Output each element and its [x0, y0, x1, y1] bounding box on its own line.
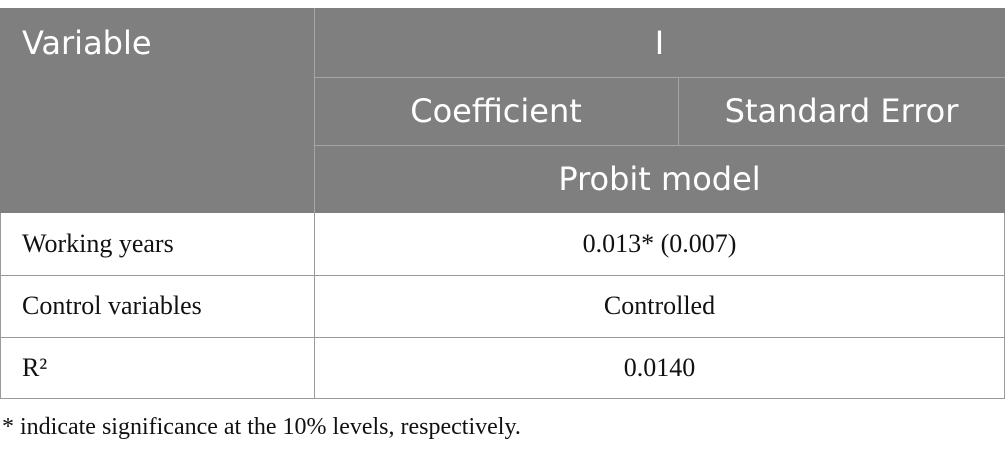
- border: [0, 275, 1005, 276]
- divider: [314, 77, 1005, 78]
- row-label: Working years: [0, 213, 314, 275]
- border: [0, 398, 1005, 399]
- row-value: 0.013* (0.007): [314, 213, 1005, 275]
- row-label: Control variables: [0, 275, 314, 337]
- header-model: Probit model: [314, 145, 1005, 213]
- row-value: 0.0140: [314, 337, 1005, 398]
- border: [0, 337, 1005, 338]
- divider: [314, 145, 1005, 146]
- row-value: Controlled: [314, 275, 1005, 337]
- header-variable: Variable: [0, 8, 314, 213]
- row-label: R²: [0, 337, 314, 398]
- header-subcolumn: Standard Error: [678, 77, 1005, 145]
- header-group: I: [314, 8, 1005, 77]
- header-subcolumn: Coefficient: [314, 77, 678, 145]
- divider: [678, 77, 679, 145]
- divider: [314, 8, 315, 213]
- border: [0, 213, 1, 399]
- border: [314, 213, 315, 399]
- footnote: * indicate significance at the 10% level…: [2, 414, 521, 440]
